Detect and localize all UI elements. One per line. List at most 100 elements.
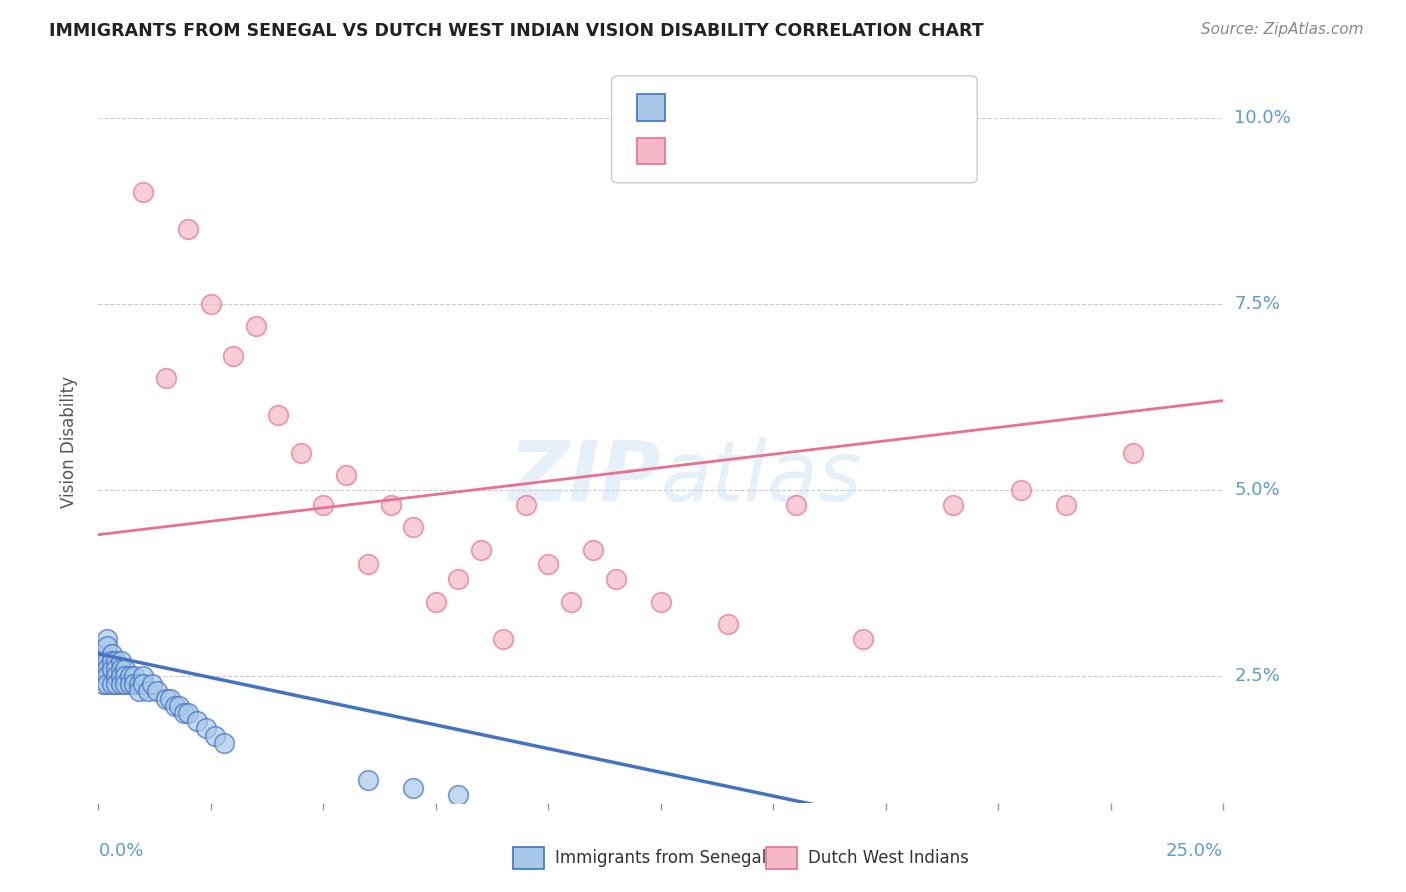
Text: 7.5%: 7.5% (1234, 294, 1281, 313)
Point (110, 662, 132, 676)
Point (717, 617, 740, 632)
Point (290, 446, 312, 460)
Point (141, 676, 163, 690)
Point (96, 662, 118, 676)
Point (335, 468, 357, 483)
Point (195, 721, 218, 735)
Point (105, 676, 128, 690)
Text: 5.0%: 5.0% (1234, 481, 1279, 499)
Point (447, 572, 470, 586)
Point (110, 676, 132, 690)
Point (177, 706, 200, 721)
Point (132, 669, 155, 683)
Y-axis label: Vision Disability: Vision Disability (59, 376, 77, 508)
Text: N =: N = (799, 142, 838, 160)
Text: 2.5%: 2.5% (1234, 667, 1281, 685)
Point (852, 632, 875, 646)
Point (96, 676, 118, 690)
Point (132, 676, 155, 690)
Point (101, 654, 124, 668)
Point (159, 691, 181, 706)
Point (110, 654, 132, 668)
Text: R =: R = (676, 99, 716, 117)
Point (357, 773, 380, 788)
Text: IMMIGRANTS FROM SENEGAL VS DUTCH WEST INDIAN VISION DISABILITY CORRELATION CHART: IMMIGRANTS FROM SENEGAL VS DUTCH WEST IN… (49, 22, 984, 40)
Point (560, 595, 582, 609)
Point (91, 647, 114, 661)
Point (96, 654, 118, 668)
Text: ZIP: ZIP (508, 437, 661, 518)
Point (105, 669, 128, 683)
Point (425, 595, 447, 609)
Point (101, 676, 124, 690)
Point (146, 684, 169, 698)
Point (204, 729, 226, 743)
Text: Dutch West Indians: Dutch West Indians (808, 849, 969, 867)
Point (163, 698, 186, 713)
Text: 0.110: 0.110 (718, 142, 775, 160)
Point (173, 706, 195, 721)
Point (91, 669, 114, 683)
Text: N =: N = (799, 99, 838, 117)
Point (114, 669, 136, 683)
Point (96, 669, 118, 683)
Point (124, 676, 146, 690)
Point (785, 498, 807, 512)
Point (186, 714, 208, 728)
Point (942, 498, 965, 512)
Point (177, 222, 200, 236)
Point (114, 662, 136, 676)
Point (91, 662, 114, 676)
Point (114, 676, 136, 690)
Point (155, 691, 177, 706)
Point (267, 409, 290, 423)
Point (1054, 498, 1077, 512)
Point (200, 297, 222, 311)
Point (118, 669, 141, 683)
Text: -0.461: -0.461 (718, 99, 783, 117)
Point (96, 632, 118, 646)
Point (105, 662, 128, 676)
Text: Immigrants from Senegal: Immigrants from Senegal (555, 849, 766, 867)
Point (402, 520, 425, 534)
Point (357, 558, 380, 572)
Point (128, 684, 150, 698)
Text: Source: ZipAtlas.com: Source: ZipAtlas.com (1201, 22, 1364, 37)
Point (136, 684, 159, 698)
Point (91, 654, 114, 668)
Text: 25.0%: 25.0% (1166, 842, 1223, 860)
Point (91, 676, 114, 690)
Point (101, 662, 124, 676)
Text: 30: 30 (841, 142, 866, 160)
Point (605, 572, 627, 586)
Text: 50: 50 (841, 99, 866, 117)
Point (245, 319, 267, 334)
Point (492, 632, 515, 646)
Point (169, 698, 191, 713)
Text: 0.0%: 0.0% (98, 842, 143, 860)
Point (537, 558, 560, 572)
Point (402, 780, 425, 795)
Point (105, 654, 128, 668)
Point (447, 789, 470, 803)
Point (312, 498, 335, 512)
Point (128, 676, 150, 690)
Point (650, 595, 672, 609)
Point (110, 669, 132, 683)
Point (132, 185, 155, 199)
Point (118, 676, 141, 690)
Point (1010, 483, 1032, 497)
Point (222, 349, 245, 363)
Text: R =: R = (676, 142, 716, 160)
Point (582, 542, 605, 557)
Text: 10.0%: 10.0% (1234, 109, 1291, 127)
Text: atlas: atlas (661, 437, 862, 518)
Point (101, 647, 124, 661)
Point (155, 371, 177, 385)
Point (124, 669, 146, 683)
Point (1122, 446, 1144, 460)
Point (214, 736, 236, 750)
Point (515, 498, 537, 512)
Point (96, 640, 118, 654)
Point (380, 498, 402, 512)
